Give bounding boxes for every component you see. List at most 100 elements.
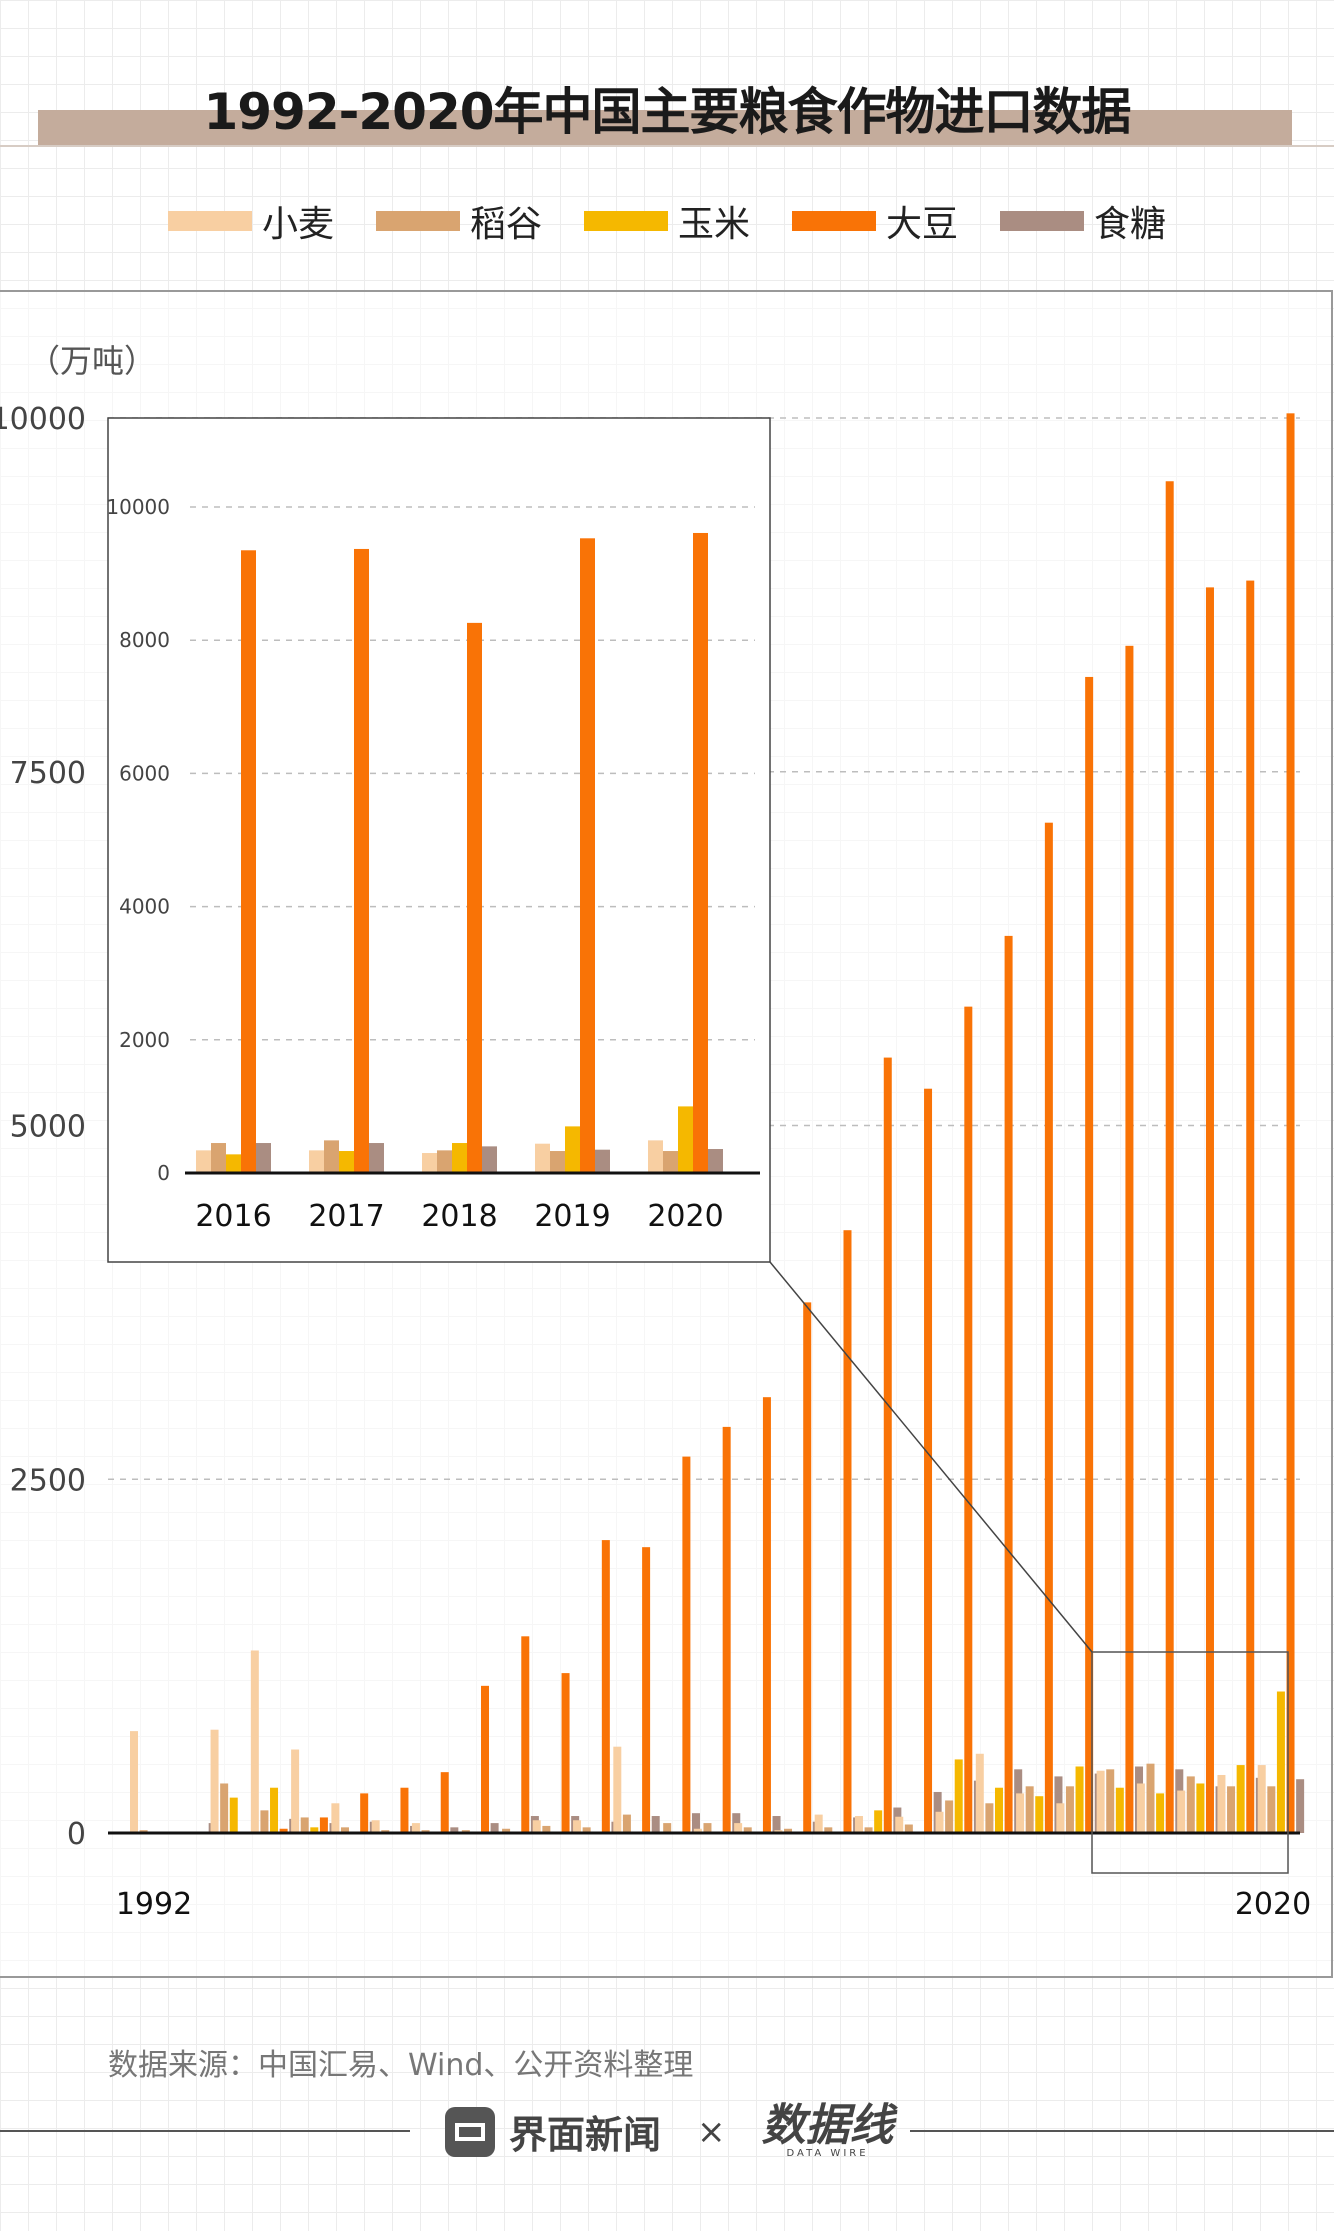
bar-sugar-2005: [691, 1813, 700, 1833]
bar-rice-2002: [542, 1825, 551, 1833]
bar-corn-2014: [1035, 1796, 1044, 1833]
bar-corn-2016: [1115, 1787, 1124, 1833]
bar-soybean-2010: [883, 1057, 892, 1833]
bar-wheat-2015: [1056, 1803, 1065, 1833]
bar-corn-2020: [1276, 1691, 1285, 1833]
brand-logo-icon: [445, 2106, 495, 2157]
x-end-label: 2020: [1235, 1887, 1311, 1922]
bar-wheat-2012: [935, 1811, 944, 1833]
bar-rice-2003: [582, 1827, 591, 1833]
bar-soybean-2008: [803, 1302, 812, 1833]
bar-corn-2019: [1236, 1765, 1245, 1833]
bar-rice-2009: [824, 1827, 833, 1833]
inset-bar-rice-2019: [550, 1151, 565, 1173]
bar-rice-2016: [1106, 1769, 1115, 1833]
brand-separator: ×: [697, 2111, 726, 2152]
inset-bar-soybean-2016: [241, 550, 256, 1173]
bar-rice-2018: [1186, 1776, 1195, 1833]
bar-wheat-1996: [291, 1749, 300, 1833]
brand-name: 界面新闻: [509, 2113, 662, 2157]
legend-swatch-wheat: [167, 211, 252, 231]
legend-label-rice: 稻谷: [469, 204, 542, 245]
inset-bar-soybean-2018: [467, 622, 482, 1173]
inset-bar-wheat-2016: [196, 1150, 211, 1173]
legend-item-corn: 玉米: [583, 195, 750, 247]
legend-item-soybean: 大豆: [792, 195, 958, 247]
bar-rice-2012: [945, 1800, 954, 1833]
bar-soybean-2009: [843, 1230, 852, 1833]
bar-rice-2013: [985, 1803, 994, 1833]
inset-bar-rice-2016: [211, 1143, 226, 1173]
x-start-label: 1992: [116, 1887, 192, 1922]
footer-divider-right: [910, 2130, 1334, 2132]
title-rule: [0, 145, 1334, 147]
bar-wheat-2018: [1177, 1790, 1186, 1833]
bar-rice-1995: [260, 1810, 269, 1833]
bar-corn-2013: [994, 1787, 1003, 1833]
bar-soybean-2020: [1286, 413, 1295, 1833]
inset-y-tick-label: 6000: [119, 761, 170, 785]
bar-soybean-2019: [1246, 580, 1255, 1833]
bar-soybean-2007: [762, 1397, 771, 1833]
highlight-box: [1091, 1651, 1289, 1874]
bar-soybean-2005: [682, 1456, 691, 1833]
bar-wheat-2011: [895, 1816, 904, 1833]
inset-bar-rice-2017: [324, 1140, 339, 1173]
legend-label-corn: 玉米: [677, 204, 750, 245]
inset-bar-corn-2018: [452, 1143, 467, 1173]
bar-wheat-1998: [371, 1820, 380, 1833]
bar-wheat-2020: [1257, 1765, 1266, 1833]
bar-soybean-1997: [360, 1793, 369, 1833]
bar-wheat-2010: [854, 1816, 863, 1833]
bar-corn-2010: [874, 1810, 883, 1833]
bar-wheat-1999: [411, 1823, 420, 1833]
bar-rice-2014: [1025, 1786, 1034, 1833]
bar-corn-1995: [270, 1787, 279, 1833]
footer-brand: 界面新闻 × 数据线 DATA WIRE: [445, 2104, 894, 2159]
bar-wheat-2017: [1136, 1783, 1145, 1833]
inset-bar-soybean-2020: [693, 532, 708, 1173]
bar-soybean-2013: [1004, 935, 1013, 1833]
inset-y-tick-label: 4000: [119, 895, 170, 919]
bar-rice-1997: [340, 1827, 349, 1833]
bar-sugar-1999: [450, 1827, 459, 1833]
inset-bar-wheat-2017: [309, 1150, 324, 1173]
title-band: [38, 110, 1292, 146]
legend-swatch-corn: [583, 211, 668, 231]
inset-bar-wheat-2020: [648, 1140, 663, 1173]
bar-rice-2004: [622, 1814, 631, 1833]
bar-wheat-2004: [613, 1746, 622, 1833]
main-y-tick-label: 5000: [10, 1110, 86, 1145]
inset-y-tick-label: 0: [157, 1161, 170, 1185]
bar-rice-2007: [743, 1827, 752, 1833]
bar-wheat-2002: [532, 1820, 541, 1833]
bar-rice-2008: [784, 1828, 793, 1833]
bar-wheat-2016: [1096, 1770, 1105, 1833]
inset-bar-rice-2018: [437, 1150, 452, 1173]
bar-sugar-2000: [490, 1823, 499, 1833]
bar-sugar-2020: [1296, 1779, 1305, 1833]
bar-corn-2012: [954, 1759, 963, 1833]
inset-bar-wheat-2019: [535, 1143, 550, 1173]
main-y-tick-label: 10000: [0, 402, 86, 437]
inset-bar-soybean-2017: [354, 548, 369, 1173]
bar-wheat-2009: [814, 1814, 823, 1833]
bar-corn-1994: [229, 1797, 238, 1833]
legend-swatch-rice: [375, 211, 460, 231]
inset-x-label-2019: 2019: [534, 1199, 610, 1234]
bar-wheat-2013: [975, 1753, 984, 1833]
bar-soybean-2015: [1085, 676, 1094, 1833]
legend-item-sugar: 食糖: [1000, 195, 1166, 247]
bar-soybean-2000: [481, 1685, 490, 1833]
inset-bar-sugar-2016: [256, 1143, 271, 1173]
bar-soybean-2017: [1165, 481, 1174, 1833]
bar-sugar-2007: [772, 1816, 781, 1833]
bar-soybean-2004: [642, 1547, 651, 1833]
legend-label-sugar: 食糖: [1094, 204, 1167, 245]
inset-y-tick-label: 2000: [119, 1028, 170, 1052]
bar-soybean-2011: [924, 1088, 933, 1833]
legend: 小麦 稻谷 玉米 大豆 食糖: [0, 196, 1334, 246]
bar-soybean-2016: [1125, 645, 1134, 1834]
bar-soybean-2002: [561, 1673, 570, 1833]
bar-rice-2011: [904, 1824, 913, 1833]
